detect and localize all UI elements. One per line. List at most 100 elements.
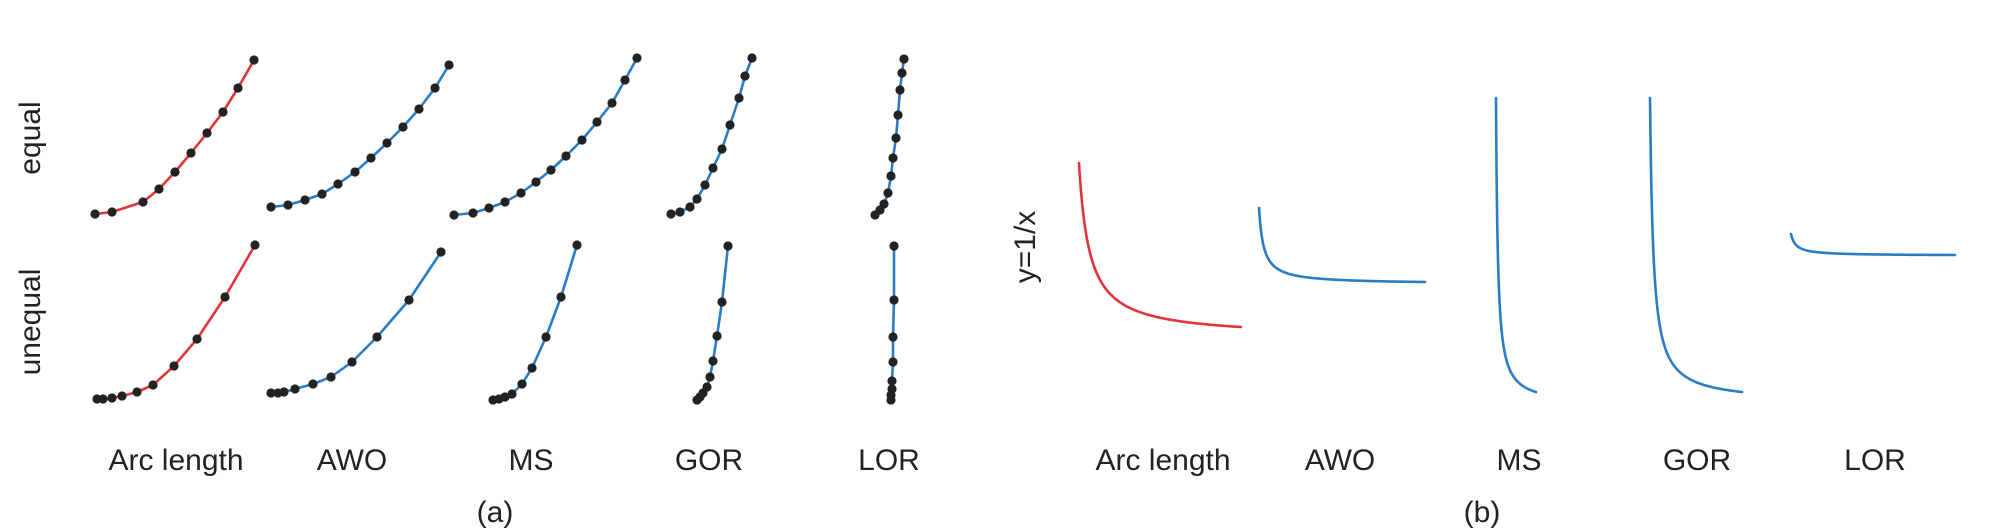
col-label-a-gor: GOR: [675, 444, 743, 477]
polyline-unequal-ms: [492, 244, 579, 402]
marker-unequal-gor: [723, 241, 733, 251]
marker-equal-lor: [893, 110, 903, 120]
marker-unequal-lor: [889, 241, 899, 251]
marker-unequal-gor: [708, 356, 718, 366]
marker-unequal-ms: [572, 240, 582, 250]
marker-unequal-ms: [507, 389, 517, 399]
marker-equal-arc-length: [186, 148, 196, 158]
marker-unequal-awo: [436, 247, 446, 257]
marker-equal-gor: [734, 93, 744, 103]
col-label-b-arc-length: Arc length: [1095, 444, 1230, 477]
marker-equal-awo: [382, 138, 392, 148]
marker-equal-arc-length: [138, 197, 148, 207]
marker-unequal-awo: [347, 357, 357, 367]
marker-unequal-lor: [888, 332, 898, 342]
marker-equal-lor: [899, 54, 909, 64]
plot-area: [90, 53, 1957, 405]
marker-equal-ms: [516, 188, 526, 198]
marker-unequal-awo: [372, 332, 382, 342]
marker-unequal-gor: [705, 372, 715, 382]
col-label-a-ms: MS: [509, 444, 554, 477]
curve-b-awo: [1257, 206, 1427, 284]
marker-equal-awo: [300, 195, 310, 205]
marker-unequal-gor: [702, 382, 712, 392]
marker-equal-gor: [740, 71, 750, 81]
marker-equal-lor: [895, 85, 905, 95]
col-label-b-ms: MS: [1497, 444, 1542, 477]
marker-unequal-awo: [279, 387, 289, 397]
marker-unequal-ms: [541, 332, 551, 342]
marker-equal-ms: [607, 98, 617, 108]
marker-equal-lor: [891, 133, 901, 143]
marker-unequal-arc-length: [169, 361, 179, 371]
marker-equal-ms: [468, 208, 478, 218]
marker-equal-awo: [430, 83, 440, 93]
marker-equal-ms: [632, 53, 642, 63]
marker-unequal-ms: [556, 292, 566, 302]
col-label-a-awo: AWO: [317, 444, 388, 477]
marker-equal-arc-length: [218, 107, 228, 117]
marker-unequal-ms: [517, 379, 527, 389]
marker-unequal-lor: [888, 357, 898, 367]
marker-equal-ms: [561, 151, 571, 161]
marker-unequal-awo: [266, 388, 276, 398]
marker-equal-arc-length: [202, 128, 212, 138]
marker-equal-awo: [366, 153, 376, 163]
col-label-b-awo: AWO: [1305, 444, 1376, 477]
row-label-unequal: unequal: [14, 269, 47, 376]
marker-equal-lor: [897, 68, 907, 78]
panel-a-caption: (a): [477, 496, 514, 529]
marker-unequal-gor: [717, 297, 727, 307]
col-label-b-lor: LOR: [1844, 444, 1906, 477]
marker-equal-awo: [283, 200, 293, 210]
polyline-unequal-awo: [271, 251, 443, 395]
panel-b-caption: (b): [1464, 496, 1501, 529]
marker-equal-ms: [449, 210, 459, 220]
marker-equal-gor: [700, 180, 710, 190]
marker-equal-awo: [414, 104, 424, 114]
curve-b-ms: [1494, 96, 1538, 394]
marker-unequal-arc-length: [107, 393, 117, 403]
marker-unequal-arc-length: [250, 240, 260, 250]
marker-equal-arc-length: [170, 167, 180, 177]
marker-unequal-arc-length: [98, 394, 108, 404]
marker-equal-lor: [886, 171, 896, 181]
marker-equal-gor: [708, 163, 718, 173]
polyline-equal-arc-length: [94, 59, 256, 216]
panel-b-y-label: y=1/x: [1009, 211, 1042, 284]
marker-equal-awo: [333, 179, 343, 189]
polyline-equal-ms: [453, 57, 639, 217]
marker-equal-gor: [725, 120, 735, 130]
marker-unequal-arc-length: [148, 380, 158, 390]
marker-equal-gor: [675, 207, 685, 217]
polyline-equal-awo: [270, 64, 451, 209]
marker-equal-gor: [685, 202, 695, 212]
col-label-b-gor: GOR: [1663, 444, 1731, 477]
row-label-equal: equal: [14, 101, 47, 174]
marker-equal-awo: [266, 202, 276, 212]
marker-unequal-arc-length: [192, 334, 202, 344]
marker-equal-awo: [317, 189, 327, 199]
marker-equal-gor: [717, 144, 727, 154]
curve-b-gor: [1648, 96, 1744, 394]
marker-unequal-arc-length: [117, 391, 127, 401]
marker-equal-ms: [620, 75, 630, 85]
marker-equal-gor: [747, 53, 757, 63]
marker-unequal-arc-length: [132, 387, 142, 397]
marker-equal-gor: [666, 209, 676, 219]
marker-unequal-lor: [887, 376, 897, 386]
marker-unequal-lor: [887, 384, 897, 394]
marker-unequal-awo: [326, 372, 336, 382]
marker-equal-arc-length: [107, 207, 117, 217]
marker-equal-arc-length: [154, 184, 164, 194]
polyline-equal-gor: [670, 57, 754, 216]
marker-unequal-ms: [527, 363, 537, 373]
curve-b-arc-length: [1077, 161, 1243, 329]
marker-equal-lor: [879, 199, 889, 209]
marker-equal-ms: [546, 165, 556, 175]
curve-b-lor: [1789, 232, 1957, 257]
marker-unequal-ms: [500, 392, 510, 402]
marker-unequal-awo: [404, 295, 414, 305]
polyline-unequal-arc-length: [97, 244, 257, 401]
